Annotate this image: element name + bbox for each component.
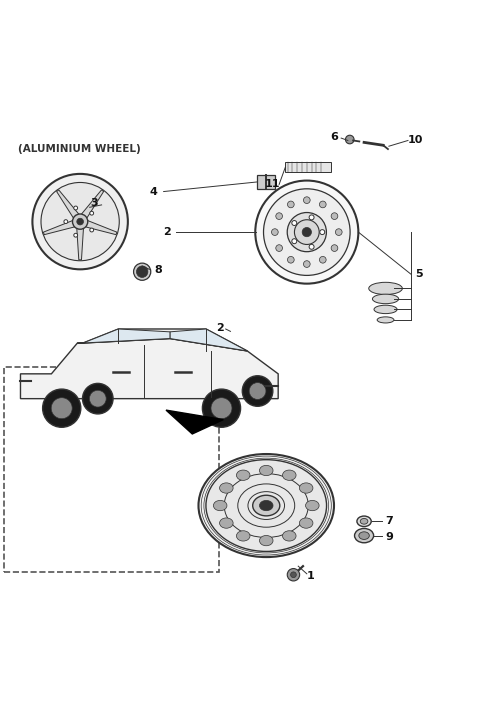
Circle shape <box>290 572 296 577</box>
Ellipse shape <box>272 229 278 235</box>
Ellipse shape <box>306 500 319 510</box>
Circle shape <box>294 220 319 245</box>
Text: 4: 4 <box>149 186 157 197</box>
Circle shape <box>264 189 350 275</box>
Ellipse shape <box>360 518 368 524</box>
Ellipse shape <box>219 518 233 528</box>
Ellipse shape <box>252 495 280 516</box>
Circle shape <box>302 228 312 237</box>
Ellipse shape <box>336 229 342 235</box>
Ellipse shape <box>288 201 294 208</box>
Circle shape <box>136 266 148 277</box>
Text: 7: 7 <box>385 516 393 526</box>
Ellipse shape <box>237 470 250 480</box>
Ellipse shape <box>283 470 296 480</box>
Ellipse shape <box>355 528 373 543</box>
Ellipse shape <box>319 256 326 263</box>
Ellipse shape <box>276 213 283 220</box>
Circle shape <box>203 389 240 427</box>
Circle shape <box>51 397 72 419</box>
Ellipse shape <box>359 532 369 539</box>
Text: (ALUMINIUM WHEEL): (ALUMINIUM WHEEL) <box>18 145 141 154</box>
Circle shape <box>89 390 106 407</box>
Ellipse shape <box>276 245 283 251</box>
Ellipse shape <box>288 256 294 263</box>
Circle shape <box>255 181 359 284</box>
Ellipse shape <box>283 531 296 541</box>
Circle shape <box>287 569 300 581</box>
Text: 3: 3 <box>91 197 98 207</box>
Polygon shape <box>77 329 247 351</box>
Ellipse shape <box>346 135 354 144</box>
Ellipse shape <box>219 483 233 493</box>
Text: 6: 6 <box>331 132 338 142</box>
Bar <box>285 162 331 173</box>
Ellipse shape <box>260 465 273 476</box>
Polygon shape <box>77 329 170 343</box>
Polygon shape <box>85 220 117 235</box>
Circle shape <box>77 218 84 225</box>
Circle shape <box>211 397 232 419</box>
Ellipse shape <box>237 531 250 541</box>
Text: 10: 10 <box>408 135 423 145</box>
Ellipse shape <box>300 518 313 528</box>
Ellipse shape <box>260 536 273 546</box>
Ellipse shape <box>199 454 334 557</box>
Circle shape <box>320 230 325 235</box>
Ellipse shape <box>300 483 313 493</box>
Circle shape <box>309 244 314 249</box>
Ellipse shape <box>357 516 371 526</box>
Text: 5: 5 <box>415 269 423 279</box>
Ellipse shape <box>372 294 399 304</box>
Polygon shape <box>170 329 247 351</box>
Circle shape <box>74 233 78 237</box>
Circle shape <box>64 220 68 223</box>
Circle shape <box>287 212 326 252</box>
Text: 9: 9 <box>385 531 393 541</box>
Circle shape <box>309 215 314 220</box>
Polygon shape <box>21 338 278 399</box>
Ellipse shape <box>303 261 310 267</box>
Text: 2: 2 <box>216 323 224 333</box>
Ellipse shape <box>331 213 338 220</box>
Text: 1: 1 <box>307 571 314 581</box>
Circle shape <box>33 174 128 269</box>
Polygon shape <box>43 220 75 235</box>
Ellipse shape <box>374 305 397 314</box>
Ellipse shape <box>319 201 326 208</box>
Ellipse shape <box>377 317 394 323</box>
Ellipse shape <box>133 263 151 280</box>
Polygon shape <box>81 190 104 218</box>
Ellipse shape <box>260 500 273 510</box>
Circle shape <box>41 182 119 261</box>
Text: 11: 11 <box>264 179 280 189</box>
Circle shape <box>292 220 297 225</box>
Ellipse shape <box>214 500 227 510</box>
Ellipse shape <box>331 245 338 251</box>
Bar <box>257 175 275 189</box>
Circle shape <box>292 239 297 243</box>
Circle shape <box>74 206 78 210</box>
Circle shape <box>72 214 88 229</box>
Text: 2: 2 <box>164 227 171 237</box>
Circle shape <box>242 376 273 406</box>
Ellipse shape <box>303 197 310 204</box>
Circle shape <box>43 389 81 427</box>
Circle shape <box>90 211 94 215</box>
Polygon shape <box>57 190 79 218</box>
Ellipse shape <box>369 282 402 294</box>
Polygon shape <box>166 410 223 434</box>
Polygon shape <box>77 228 84 260</box>
Circle shape <box>249 382 266 400</box>
Circle shape <box>83 383 113 414</box>
Circle shape <box>90 228 94 232</box>
Text: 8: 8 <box>154 265 162 275</box>
Ellipse shape <box>206 459 326 552</box>
